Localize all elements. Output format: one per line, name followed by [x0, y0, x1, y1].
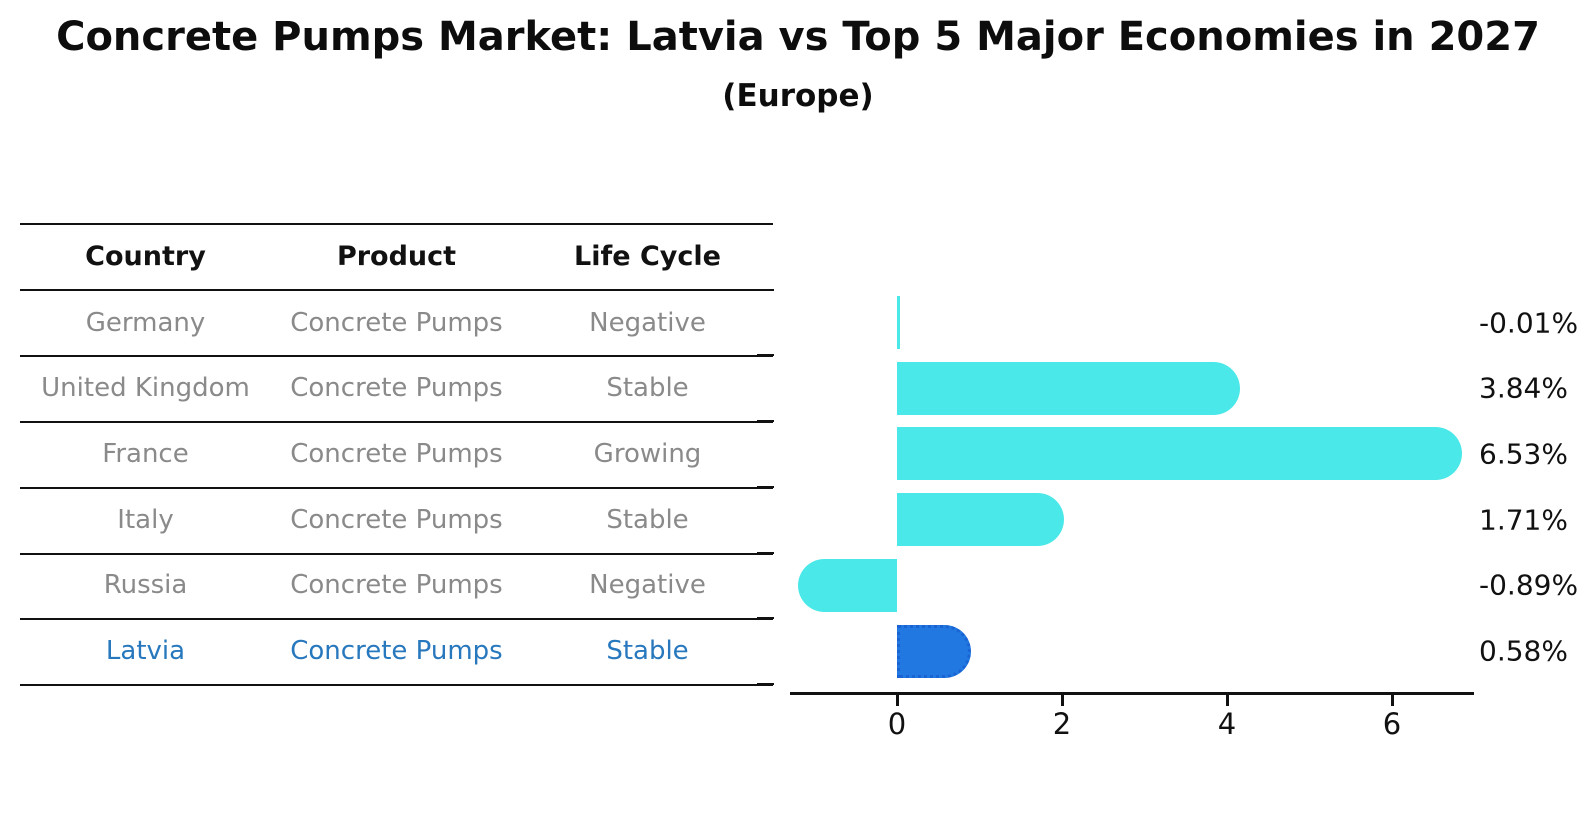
x-axis-tick-label: 2 — [1052, 707, 1072, 741]
x-axis-tick — [1390, 695, 1394, 706]
bar-latvia — [897, 624, 971, 678]
bar-value-label: 0.58% — [1479, 634, 1568, 668]
table-cell-country: Russia — [103, 570, 188, 601]
table-cell-product: Concrete Pumps — [290, 307, 503, 338]
bar-value-label: 1.71% — [1479, 503, 1568, 537]
table-cell-life-cycle: Stable — [606, 636, 689, 667]
bar-value-label: -0.01% — [1479, 306, 1579, 340]
table-top-rule — [20, 223, 773, 225]
x-axis-line — [790, 692, 1474, 695]
bar-value-label: 3.84% — [1479, 371, 1568, 405]
table-cell-product: Concrete Pumps — [290, 570, 503, 601]
table-row-rule — [20, 421, 773, 424]
table-cell-life-cycle: Stable — [606, 373, 689, 404]
y-axis-tick — [757, 288, 774, 291]
x-axis-tick — [1225, 695, 1229, 706]
table-cell-product: Concrete Pumps — [290, 504, 503, 535]
table-row-rule — [20, 552, 773, 555]
table-cell-life-cycle: Growing — [593, 438, 702, 469]
table-header-row: Country Product Life Cycle — [20, 223, 773, 290]
bar-france — [897, 427, 1462, 481]
table-row: Russia Concrete Pumps Negative — [20, 553, 773, 619]
column-header-country: Country — [85, 241, 206, 272]
bar-germany — [897, 296, 900, 350]
table-cell-product: Concrete Pumps — [290, 438, 503, 469]
table-cell-country: Italy — [117, 504, 174, 535]
table-cell-life-cycle: Negative — [589, 570, 706, 601]
column-header-life-cycle: Life Cycle — [574, 241, 721, 272]
table-cell-product: Concrete Pumps — [290, 636, 503, 667]
table-cell-life-cycle: Negative — [589, 307, 706, 338]
bar-russia — [797, 558, 897, 612]
x-axis-tick — [1060, 695, 1064, 706]
y-axis-tick — [757, 354, 774, 357]
table-cell-country: France — [102, 438, 189, 469]
bar-value-label: 6.53% — [1479, 437, 1568, 471]
bar-italy — [897, 493, 1065, 547]
y-axis-tick — [757, 682, 774, 685]
table-cell-country: United Kingdom — [41, 373, 250, 404]
x-axis-tick-label: 0 — [887, 707, 907, 741]
table-row-rule — [20, 355, 773, 358]
y-axis-tick — [757, 485, 774, 488]
table-row: Germany Concrete Pumps Negative — [20, 290, 773, 356]
table-cell-country: Germany — [85, 307, 206, 338]
bar-value-label: -0.89% — [1479, 568, 1579, 602]
table-header-rule — [20, 289, 773, 291]
y-axis-tick — [757, 551, 774, 554]
x-axis-tick — [895, 695, 899, 706]
table-cell-product: Concrete Pumps — [290, 373, 503, 404]
table-row-rule — [20, 618, 773, 621]
y-axis-tick — [757, 420, 774, 423]
chart-title: Concrete Pumps Market: Latvia vs Top 5 M… — [56, 14, 1540, 60]
table-row-rule — [20, 486, 773, 489]
y-axis-tick — [757, 617, 774, 620]
table-cell-country: Latvia — [105, 636, 186, 667]
table-cell-life-cycle: Stable — [606, 504, 689, 535]
table-row: United Kingdom Concrete Pumps Stable — [20, 355, 773, 421]
table-row-rule — [20, 683, 773, 686]
table-row: Latvia Concrete Pumps Stable — [20, 618, 773, 684]
column-header-product: Product — [336, 241, 457, 272]
chart-subtitle: (Europe) — [722, 78, 874, 114]
table-row: Italy Concrete Pumps Stable — [20, 487, 773, 553]
x-axis-tick-label: 4 — [1217, 707, 1237, 741]
bar-united-kingdom — [897, 361, 1240, 415]
table-row: France Concrete Pumps Growing — [20, 421, 773, 487]
x-axis-tick-label: 6 — [1382, 707, 1402, 741]
